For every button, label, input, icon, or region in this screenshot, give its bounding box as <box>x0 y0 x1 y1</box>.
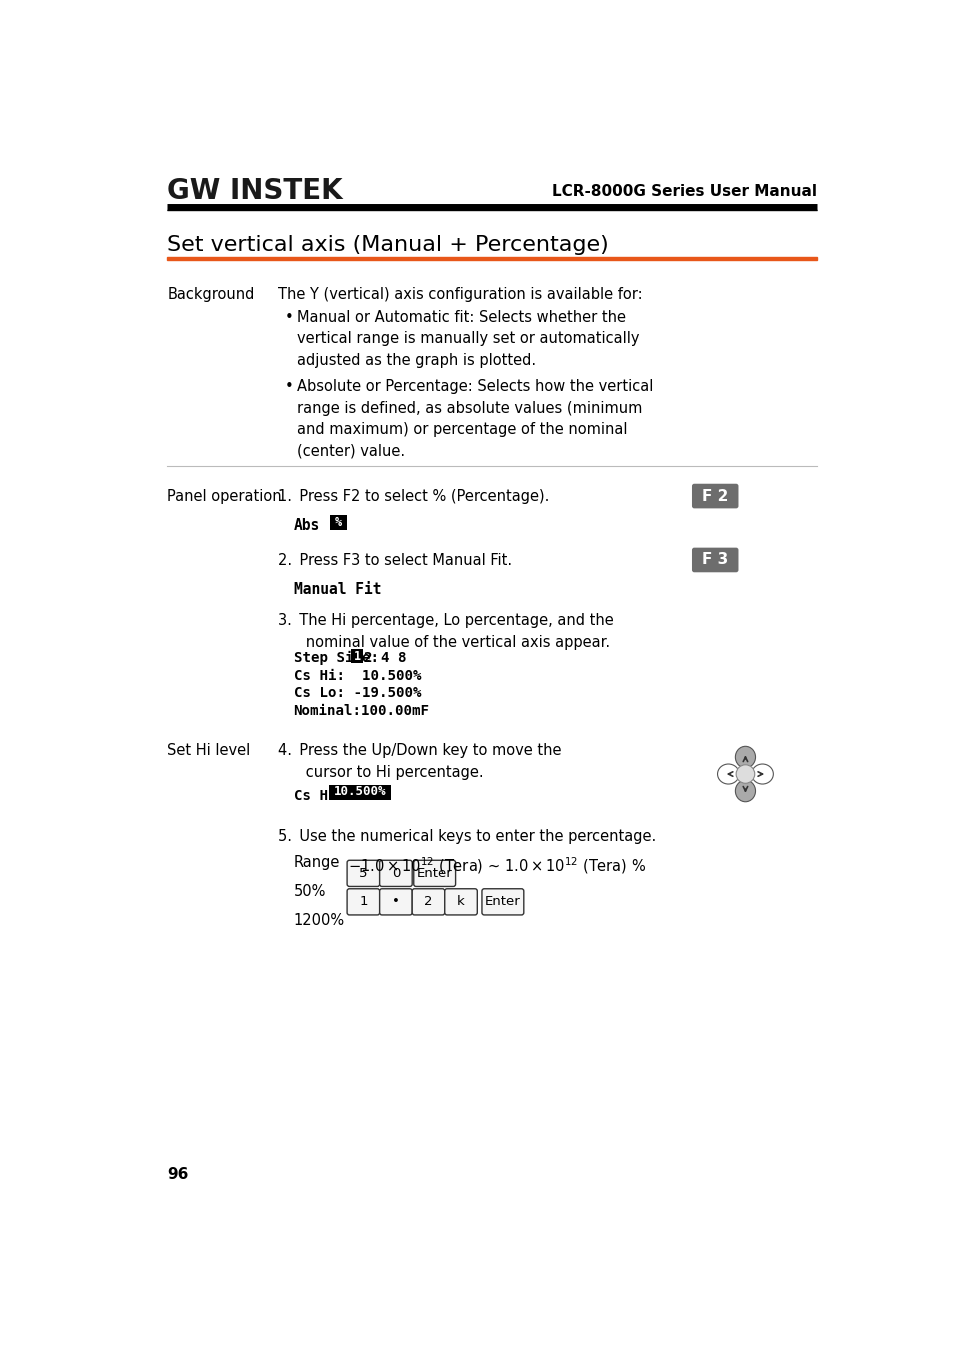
Text: Background: Background <box>167 286 254 302</box>
Text: Enter: Enter <box>416 867 452 880</box>
Text: 1. Press F2 to select % (Percentage).: 1. Press F2 to select % (Percentage). <box>278 490 549 505</box>
Text: $-1.0\times10^{12}$ (Tera) ~ $1.0\times10^{12}$ (Tera) %: $-1.0\times10^{12}$ (Tera) ~ $1.0\times1… <box>348 855 645 876</box>
Text: 50%: 50% <box>294 884 326 900</box>
Text: 2 4 8: 2 4 8 <box>364 650 406 665</box>
FancyBboxPatch shape <box>330 515 347 530</box>
Text: •: • <box>392 896 399 908</box>
FancyBboxPatch shape <box>347 861 379 886</box>
Text: 3. The Hi percentage, Lo percentage, and the
      nominal value of the vertical: 3. The Hi percentage, Lo percentage, and… <box>278 612 613 650</box>
FancyBboxPatch shape <box>691 484 738 509</box>
Text: Set vertical axis (Manual + Percentage): Set vertical axis (Manual + Percentage) <box>167 235 608 255</box>
FancyBboxPatch shape <box>691 548 738 572</box>
Text: k: k <box>456 896 464 908</box>
Ellipse shape <box>751 764 773 784</box>
FancyBboxPatch shape <box>444 889 476 915</box>
Text: Set Hi level: Set Hi level <box>167 743 251 758</box>
Text: F 3: F 3 <box>701 553 727 568</box>
Text: Panel operation: Panel operation <box>167 490 282 505</box>
Circle shape <box>736 765 754 784</box>
Text: Manual or Automatic fit: Selects whether the
vertical range is manually set or a: Manual or Automatic fit: Selects whether… <box>296 310 639 368</box>
Text: 96: 96 <box>167 1167 189 1182</box>
Text: 2. Press F3 to select Manual Fit.: 2. Press F3 to select Manual Fit. <box>278 553 512 568</box>
FancyBboxPatch shape <box>347 889 379 915</box>
FancyBboxPatch shape <box>414 861 456 886</box>
Text: The Y (vertical) axis configuration is available for:: The Y (vertical) axis configuration is a… <box>278 286 642 302</box>
Text: 10.500%: 10.500% <box>334 785 386 799</box>
Text: 2: 2 <box>424 896 433 908</box>
Text: Cs Hi:: Cs Hi: <box>294 789 344 803</box>
Text: Step Size:: Step Size: <box>294 650 378 665</box>
FancyBboxPatch shape <box>481 889 523 915</box>
Text: Nominal:100.00mF: Nominal:100.00mF <box>294 704 429 718</box>
FancyBboxPatch shape <box>379 861 412 886</box>
Text: F 2: F 2 <box>701 488 728 503</box>
Ellipse shape <box>735 780 755 801</box>
Text: Abs: Abs <box>294 518 319 533</box>
Text: Range: Range <box>294 855 339 870</box>
Ellipse shape <box>717 764 739 784</box>
Text: 5. Use the numerical keys to enter the percentage.: 5. Use the numerical keys to enter the p… <box>278 828 656 843</box>
FancyBboxPatch shape <box>379 889 412 915</box>
Text: 1: 1 <box>354 650 360 662</box>
Text: Cs Lo: -19.500%: Cs Lo: -19.500% <box>294 687 420 700</box>
FancyBboxPatch shape <box>329 785 391 800</box>
Text: •: • <box>284 310 293 325</box>
Text: GW INSTEK: GW INSTEK <box>167 177 342 205</box>
Text: Absolute or Percentage: Selects how the vertical
range is defined, as absolute v: Absolute or Percentage: Selects how the … <box>296 379 653 459</box>
FancyBboxPatch shape <box>412 889 444 915</box>
Text: 5: 5 <box>358 867 367 880</box>
Text: 1: 1 <box>358 896 367 908</box>
Text: •: • <box>284 379 293 394</box>
Ellipse shape <box>735 746 755 768</box>
FancyBboxPatch shape <box>351 649 363 664</box>
Text: Cs Hi:  10.500%: Cs Hi: 10.500% <box>294 669 420 683</box>
Text: 1200%: 1200% <box>294 913 344 928</box>
Text: 4. Press the Up/Down key to move the
      cursor to Hi percentage.: 4. Press the Up/Down key to move the cur… <box>278 743 561 780</box>
Text: %: % <box>335 515 342 529</box>
Text: 0: 0 <box>392 867 399 880</box>
Text: Enter: Enter <box>484 896 520 908</box>
Bar <box>167 256 816 260</box>
Text: Manual Fit: Manual Fit <box>294 583 381 598</box>
Text: LCR-8000G Series User Manual: LCR-8000G Series User Manual <box>551 183 816 198</box>
